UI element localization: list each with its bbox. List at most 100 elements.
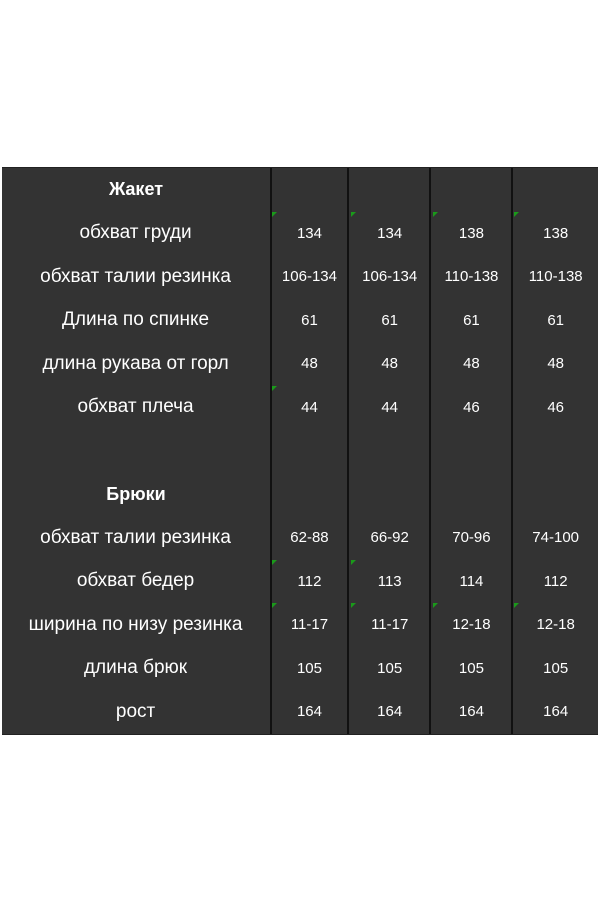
column-divider — [511, 168, 513, 734]
table-row: Длина по спинке 61 61 61 61 — [2, 299, 598, 343]
size-value: 105 — [377, 659, 403, 677]
size-value-cell: 61 — [513, 299, 598, 343]
size-value-cell: 105 — [432, 647, 512, 691]
size-value: 105 — [543, 659, 569, 677]
size-value: 48 — [547, 355, 564, 373]
size-value-cell: 134 — [350, 211, 430, 256]
size-value-cell: 110-138 — [513, 255, 598, 299]
section-header-row: Жакет — [2, 168, 598, 212]
column-divider — [270, 168, 272, 734]
size-value-cell: 105 — [271, 647, 348, 691]
size-value-cell: 11-17 — [350, 603, 430, 647]
size-value: 106-134 — [362, 268, 418, 286]
size-value: 164 — [458, 703, 484, 721]
section-title: Жакет — [108, 179, 164, 200]
size-value-cell: 105 — [350, 647, 430, 691]
size-value: 105 — [458, 659, 484, 677]
size-value: 114 — [459, 572, 484, 590]
size-value-cell: 48 — [432, 342, 512, 386]
size-value: 48 — [463, 355, 480, 373]
size-value: 12-18 — [452, 616, 491, 634]
size-value-cell: 48 — [350, 342, 430, 386]
cell-comment-marker-icon — [514, 603, 520, 608]
cell-comment-marker-icon — [432, 211, 438, 217]
size-table: Жакет обхват груди 134 134 138 138 обхват тали… — [2, 167, 598, 735]
table-row: обхват бедер 112 113 114 112 — [2, 559, 598, 604]
size-value: 11-17 — [290, 616, 329, 634]
size-value-cell: 12-18 — [513, 603, 598, 647]
size-value: 112 — [297, 572, 322, 590]
size-value-cell: 164 — [432, 690, 512, 734]
measurement-label: длина брюк — [83, 657, 188, 679]
size-value-cell: 105 — [513, 647, 598, 691]
size-value: 12-18 — [536, 616, 575, 634]
section-title: Брюки — [106, 483, 166, 504]
measurement-label: обхват бедер — [76, 570, 195, 592]
size-value: 134 — [377, 224, 403, 242]
table-row: длина брюк 105 105 105 105 — [2, 647, 598, 691]
size-value: 113 — [377, 572, 402, 590]
table-row: обхват талии резинка 62-88 66-92 70-96 74-10… — [2, 516, 598, 560]
size-value: 44 — [301, 398, 318, 416]
size-value-cell: 164 — [513, 690, 598, 734]
size-value: 110-138 — [528, 268, 583, 286]
size-value: 11-17 — [371, 616, 409, 634]
measurement-label: обхват плеча — [77, 396, 194, 418]
cell-comment-marker-icon — [432, 603, 438, 608]
size-value-cell: 48 — [271, 342, 348, 386]
size-value-cell: 74-100 — [513, 516, 598, 560]
size-value-cell: 61 — [432, 299, 512, 343]
cell-comment-marker-icon — [272, 603, 278, 608]
size-value: 48 — [381, 355, 399, 373]
table-row: обхват плеча 44 44 46 46 — [2, 385, 598, 430]
size-value-cell: 112 — [271, 559, 348, 604]
size-value-cell: 164 — [271, 690, 348, 734]
size-value-cell: 44 — [350, 386, 430, 430]
size-value-cell: 46 — [432, 386, 512, 430]
size-value-cell: 114 — [432, 560, 512, 604]
size-value: 48 — [301, 355, 318, 373]
cell-comment-marker-icon — [514, 211, 520, 217]
measurement-label: обхват талии резинка — [40, 526, 231, 548]
size-value: 110-138 — [444, 268, 499, 286]
size-value-cell: 44 — [271, 385, 348, 430]
size-value: 62-88 — [290, 529, 329, 547]
size-value-cell: 110-138 — [432, 255, 512, 299]
table-row: обхват талии резинка 106-134 106-134 110-13… — [2, 255, 598, 299]
size-value: 44 — [381, 398, 399, 416]
table-row: длина рукава от горл 48 48 48 48 — [2, 342, 598, 386]
size-value: 46 — [463, 398, 480, 416]
cell-comment-marker-icon — [272, 385, 278, 391]
size-value: 46 — [547, 398, 564, 416]
size-value-cell: 46 — [513, 386, 598, 430]
size-value: 138 — [543, 224, 569, 242]
size-value: 138 — [458, 224, 484, 242]
size-value-cell: 70-96 — [432, 516, 512, 560]
size-value: 164 — [296, 703, 322, 721]
size-value-cell: 61 — [350, 299, 430, 343]
size-value-cell: 106-134 — [271, 255, 348, 299]
table-row: ширина по низу резинка 11-17 11-17 12-18 12-… — [2, 603, 598, 647]
size-value-cell: 11-17 — [271, 603, 348, 647]
section-header-row: Брюки — [2, 473, 598, 517]
cell-comment-marker-icon — [272, 559, 278, 565]
size-value-cell: 66-92 — [350, 516, 430, 560]
size-value: 106-134 — [281, 268, 337, 286]
measurement-label: обхват груди — [79, 222, 192, 244]
size-value: 70-96 — [452, 529, 491, 547]
size-value: 66-92 — [370, 529, 409, 547]
measurement-label: обхват талии резинка — [40, 265, 231, 287]
size-value: 112 — [543, 572, 568, 590]
size-value-cell: 48 — [513, 342, 598, 386]
size-value-cell: 106-134 — [350, 255, 430, 299]
size-value-cell: 12-18 — [432, 603, 512, 647]
size-value-cell: 61 — [271, 299, 348, 343]
size-value: 164 — [543, 703, 569, 721]
size-value-cell: 112 — [513, 560, 598, 604]
size-value: 61 — [381, 311, 399, 329]
measurement-label: Длина по спинке — [62, 309, 210, 331]
table-row: обхват груди 134 134 138 138 — [2, 211, 598, 256]
measurement-label: длина рукава от горл — [42, 352, 229, 374]
measurement-label: рост — [115, 700, 156, 722]
column-divider — [429, 168, 431, 734]
